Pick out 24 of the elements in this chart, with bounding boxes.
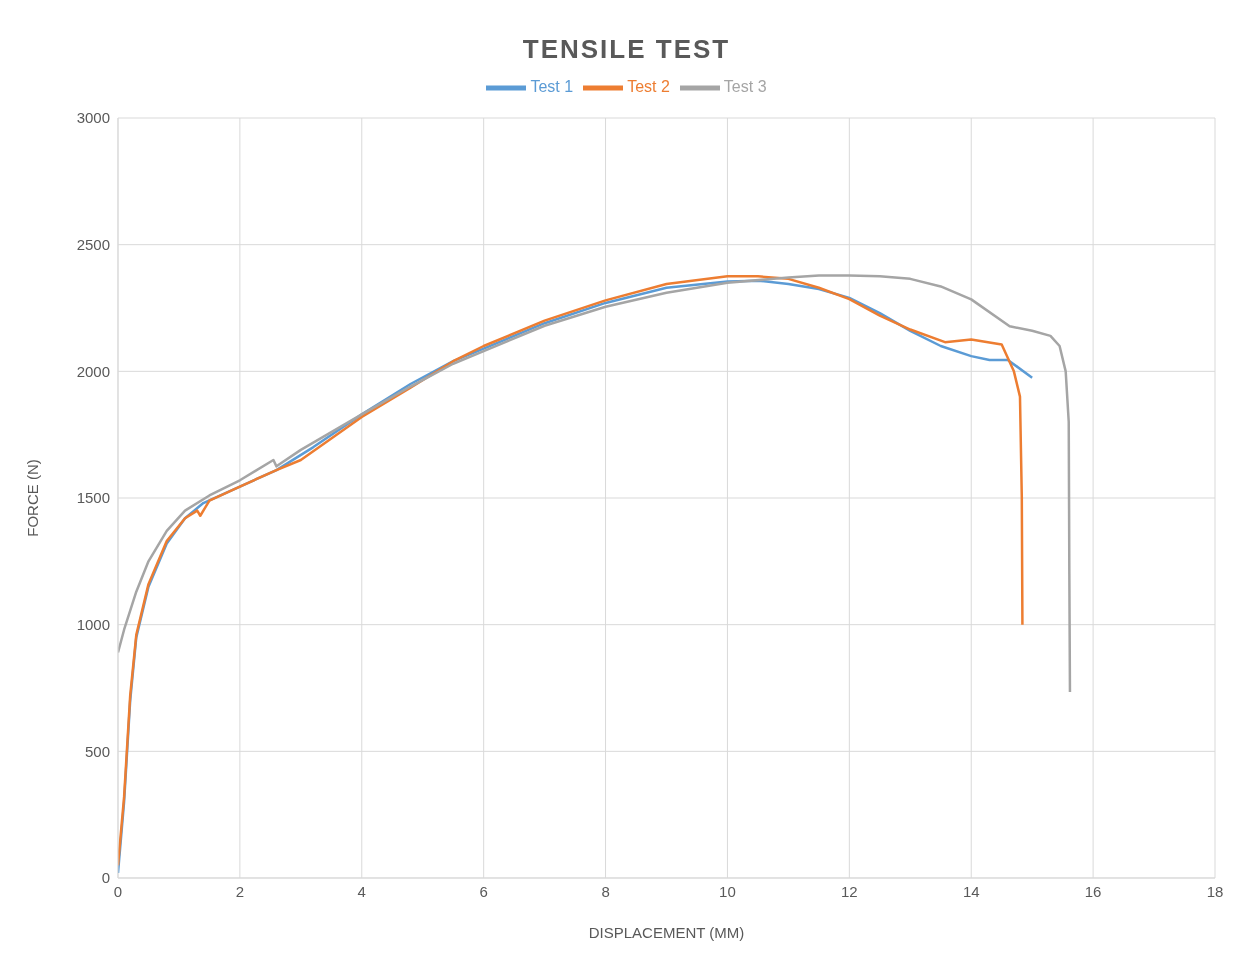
chart-title: TENSILE TEST — [521, 33, 732, 66]
y-tick-label: 2000 — [76, 362, 110, 380]
y-axis-title: FORCE (N) — [24, 459, 42, 537]
line-series — [118, 274, 1072, 694]
x-tick-label: 2 — [235, 882, 245, 900]
x-tick-label: 10 — [719, 882, 736, 900]
x-tick-label: 8 — [601, 882, 610, 900]
y-tick-label: 500 — [84, 742, 110, 760]
x-tick-label: 0 — [113, 882, 123, 900]
y-tick-label: 3000 — [76, 109, 110, 127]
x-tick-label: 14 — [962, 882, 980, 900]
x-tick-label: 4 — [357, 882, 366, 900]
y-tick-label: 1000 — [76, 615, 110, 633]
y-tick-label: 2500 — [76, 235, 110, 253]
x-axis-title: DISPLACEMENT (MM) — [588, 924, 745, 941]
x-tick-label: 6 — [479, 882, 488, 900]
x-tick-label: 12 — [840, 882, 858, 900]
legend-label: Test 1 — [530, 78, 574, 96]
x-tick-label: 18 — [1206, 882, 1224, 900]
x-tick-label: 16 — [1084, 882, 1102, 900]
y-tick-label: 1500 — [76, 489, 110, 507]
legend-label: Test 2 — [627, 78, 670, 96]
y-tick-label: 0 — [101, 869, 110, 887]
legend-label: Test 3 — [723, 78, 767, 96]
